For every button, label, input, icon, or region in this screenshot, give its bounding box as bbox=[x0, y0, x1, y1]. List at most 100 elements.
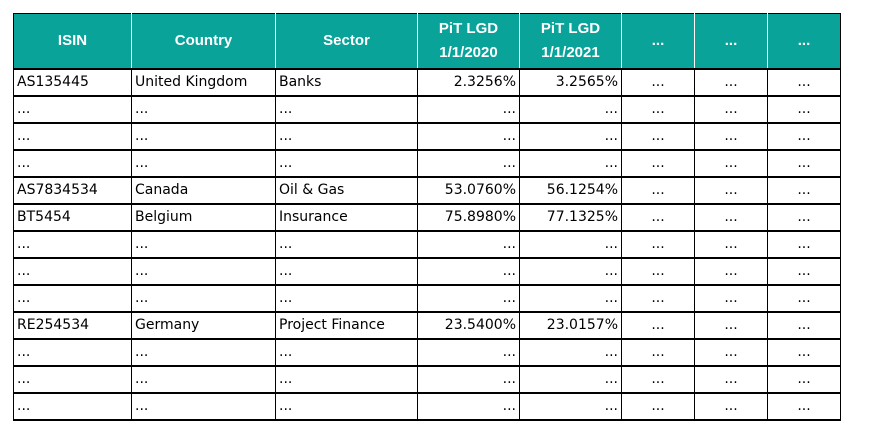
cell-extra-2[interactable]: ... bbox=[694, 392, 768, 421]
header-extra-2[interactable]: ... bbox=[694, 13, 768, 70]
cell-extra-1[interactable]: ... bbox=[621, 392, 695, 421]
cell-country[interactable]: ... bbox=[131, 95, 276, 124]
cell-extra-3[interactable]: ... bbox=[767, 122, 841, 151]
cell-country[interactable]: ... bbox=[131, 149, 276, 178]
cell-extra-3[interactable]: ... bbox=[767, 338, 841, 367]
cell-pit-lgd-2020[interactable]: ... bbox=[417, 122, 520, 151]
cell-extra-1[interactable]: ... bbox=[621, 257, 695, 286]
cell-sector[interactable]: Project Finance bbox=[275, 311, 418, 340]
cell-sector[interactable]: ... bbox=[275, 95, 418, 124]
cell-isin[interactable]: RE254534 bbox=[13, 311, 132, 340]
cell-pit-lgd-2021[interactable]: 3.2565% bbox=[519, 68, 622, 97]
cell-isin[interactable]: ... bbox=[13, 149, 132, 178]
cell-pit-lgd-2021[interactable]: ... bbox=[519, 95, 622, 124]
cell-extra-1[interactable]: ... bbox=[621, 68, 695, 97]
header-sector[interactable]: Sector bbox=[275, 13, 418, 70]
cell-pit-lgd-2021[interactable]: ... bbox=[519, 284, 622, 313]
cell-sector[interactable]: ... bbox=[275, 392, 418, 421]
cell-pit-lgd-2021[interactable]: ... bbox=[519, 122, 622, 151]
cell-country[interactable]: Canada bbox=[131, 176, 276, 205]
cell-extra-2[interactable]: ... bbox=[694, 257, 768, 286]
cell-pit-lgd-2020[interactable]: ... bbox=[417, 95, 520, 124]
cell-sector[interactable]: Banks bbox=[275, 68, 418, 97]
cell-sector[interactable]: ... bbox=[275, 149, 418, 178]
cell-extra-2[interactable]: ... bbox=[694, 149, 768, 178]
cell-isin[interactable]: ... bbox=[13, 257, 132, 286]
cell-pit-lgd-2021[interactable]: 23.0157% bbox=[519, 311, 622, 340]
cell-extra-1[interactable]: ... bbox=[621, 176, 695, 205]
cell-isin[interactable]: ... bbox=[13, 284, 132, 313]
cell-sector[interactable]: ... bbox=[275, 122, 418, 151]
header-isin[interactable]: ISIN bbox=[13, 13, 132, 70]
header-extra-3[interactable]: ... bbox=[767, 13, 841, 70]
cell-isin[interactable]: BT5454 bbox=[13, 203, 132, 232]
cell-pit-lgd-2021[interactable]: ... bbox=[519, 338, 622, 367]
cell-extra-1[interactable]: ... bbox=[621, 95, 695, 124]
cell-extra-1[interactable]: ... bbox=[621, 284, 695, 313]
cell-isin[interactable]: ... bbox=[13, 230, 132, 259]
cell-pit-lgd-2020[interactable]: 23.5400% bbox=[417, 311, 520, 340]
cell-pit-lgd-2021[interactable]: 77.1325% bbox=[519, 203, 622, 232]
cell-pit-lgd-2021[interactable]: 56.1254% bbox=[519, 176, 622, 205]
cell-pit-lgd-2020[interactable]: ... bbox=[417, 392, 520, 421]
cell-extra-2[interactable]: ... bbox=[694, 68, 768, 97]
cell-pit-lgd-2020[interactable]: ... bbox=[417, 365, 520, 394]
cell-extra-3[interactable]: ... bbox=[767, 284, 841, 313]
cell-isin[interactable]: AS135445 bbox=[13, 68, 132, 97]
cell-country[interactable]: ... bbox=[131, 338, 276, 367]
cell-country[interactable]: United Kingdom bbox=[131, 68, 276, 97]
cell-extra-2[interactable]: ... bbox=[694, 338, 768, 367]
cell-extra-1[interactable]: ... bbox=[621, 230, 695, 259]
cell-extra-2[interactable]: ... bbox=[694, 176, 768, 205]
cell-country[interactable]: ... bbox=[131, 230, 276, 259]
cell-sector[interactable]: ... bbox=[275, 338, 418, 367]
cell-pit-lgd-2020[interactable]: 75.8980% bbox=[417, 203, 520, 232]
cell-isin[interactable]: ... bbox=[13, 95, 132, 124]
cell-pit-lgd-2021[interactable]: ... bbox=[519, 230, 622, 259]
cell-extra-1[interactable]: ... bbox=[621, 311, 695, 340]
cell-pit-lgd-2021[interactable]: ... bbox=[519, 392, 622, 421]
cell-extra-2[interactable]: ... bbox=[694, 284, 768, 313]
cell-extra-2[interactable]: ... bbox=[694, 122, 768, 151]
cell-isin[interactable]: AS7834534 bbox=[13, 176, 132, 205]
cell-sector[interactable]: ... bbox=[275, 230, 418, 259]
cell-extra-3[interactable]: ... bbox=[767, 68, 841, 97]
cell-pit-lgd-2020[interactable]: ... bbox=[417, 284, 520, 313]
cell-pit-lgd-2021[interactable]: ... bbox=[519, 149, 622, 178]
cell-sector[interactable]: Oil & Gas bbox=[275, 176, 418, 205]
cell-sector[interactable]: ... bbox=[275, 365, 418, 394]
cell-extra-3[interactable]: ... bbox=[767, 230, 841, 259]
cell-pit-lgd-2021[interactable]: ... bbox=[519, 257, 622, 286]
cell-isin[interactable]: ... bbox=[13, 122, 132, 151]
cell-country[interactable]: ... bbox=[131, 365, 276, 394]
cell-extra-2[interactable]: ... bbox=[694, 95, 768, 124]
cell-extra-3[interactable]: ... bbox=[767, 95, 841, 124]
cell-isin[interactable]: ... bbox=[13, 338, 132, 367]
cell-sector[interactable]: ... bbox=[275, 284, 418, 313]
cell-pit-lgd-2020[interactable]: 2.3256% bbox=[417, 68, 520, 97]
cell-pit-lgd-2020[interactable]: 53.0760% bbox=[417, 176, 520, 205]
cell-pit-lgd-2021[interactable]: ... bbox=[519, 365, 622, 394]
cell-extra-1[interactable]: ... bbox=[621, 122, 695, 151]
cell-isin[interactable]: ... bbox=[13, 392, 132, 421]
cell-extra-3[interactable]: ... bbox=[767, 365, 841, 394]
cell-country[interactable]: ... bbox=[131, 257, 276, 286]
cell-extra-3[interactable]: ... bbox=[767, 257, 841, 286]
cell-country[interactable]: Belgium bbox=[131, 203, 276, 232]
cell-extra-1[interactable]: ... bbox=[621, 338, 695, 367]
cell-pit-lgd-2020[interactable]: ... bbox=[417, 230, 520, 259]
cell-extra-2[interactable]: ... bbox=[694, 230, 768, 259]
cell-country[interactable]: ... bbox=[131, 392, 276, 421]
header-pit-lgd-2020[interactable]: PiT LGD 1/1/2020 bbox=[417, 13, 520, 70]
cell-country[interactable]: Germany bbox=[131, 311, 276, 340]
cell-pit-lgd-2020[interactable]: ... bbox=[417, 338, 520, 367]
cell-extra-2[interactable]: ... bbox=[694, 203, 768, 232]
header-pit-lgd-2021[interactable]: PiT LGD 1/1/2021 bbox=[519, 13, 622, 70]
cell-extra-3[interactable]: ... bbox=[767, 176, 841, 205]
cell-extra-1[interactable]: ... bbox=[621, 203, 695, 232]
header-country[interactable]: Country bbox=[131, 13, 276, 70]
cell-extra-2[interactable]: ... bbox=[694, 311, 768, 340]
cell-sector[interactable]: ... bbox=[275, 257, 418, 286]
cell-sector[interactable]: Insurance bbox=[275, 203, 418, 232]
cell-country[interactable]: ... bbox=[131, 284, 276, 313]
